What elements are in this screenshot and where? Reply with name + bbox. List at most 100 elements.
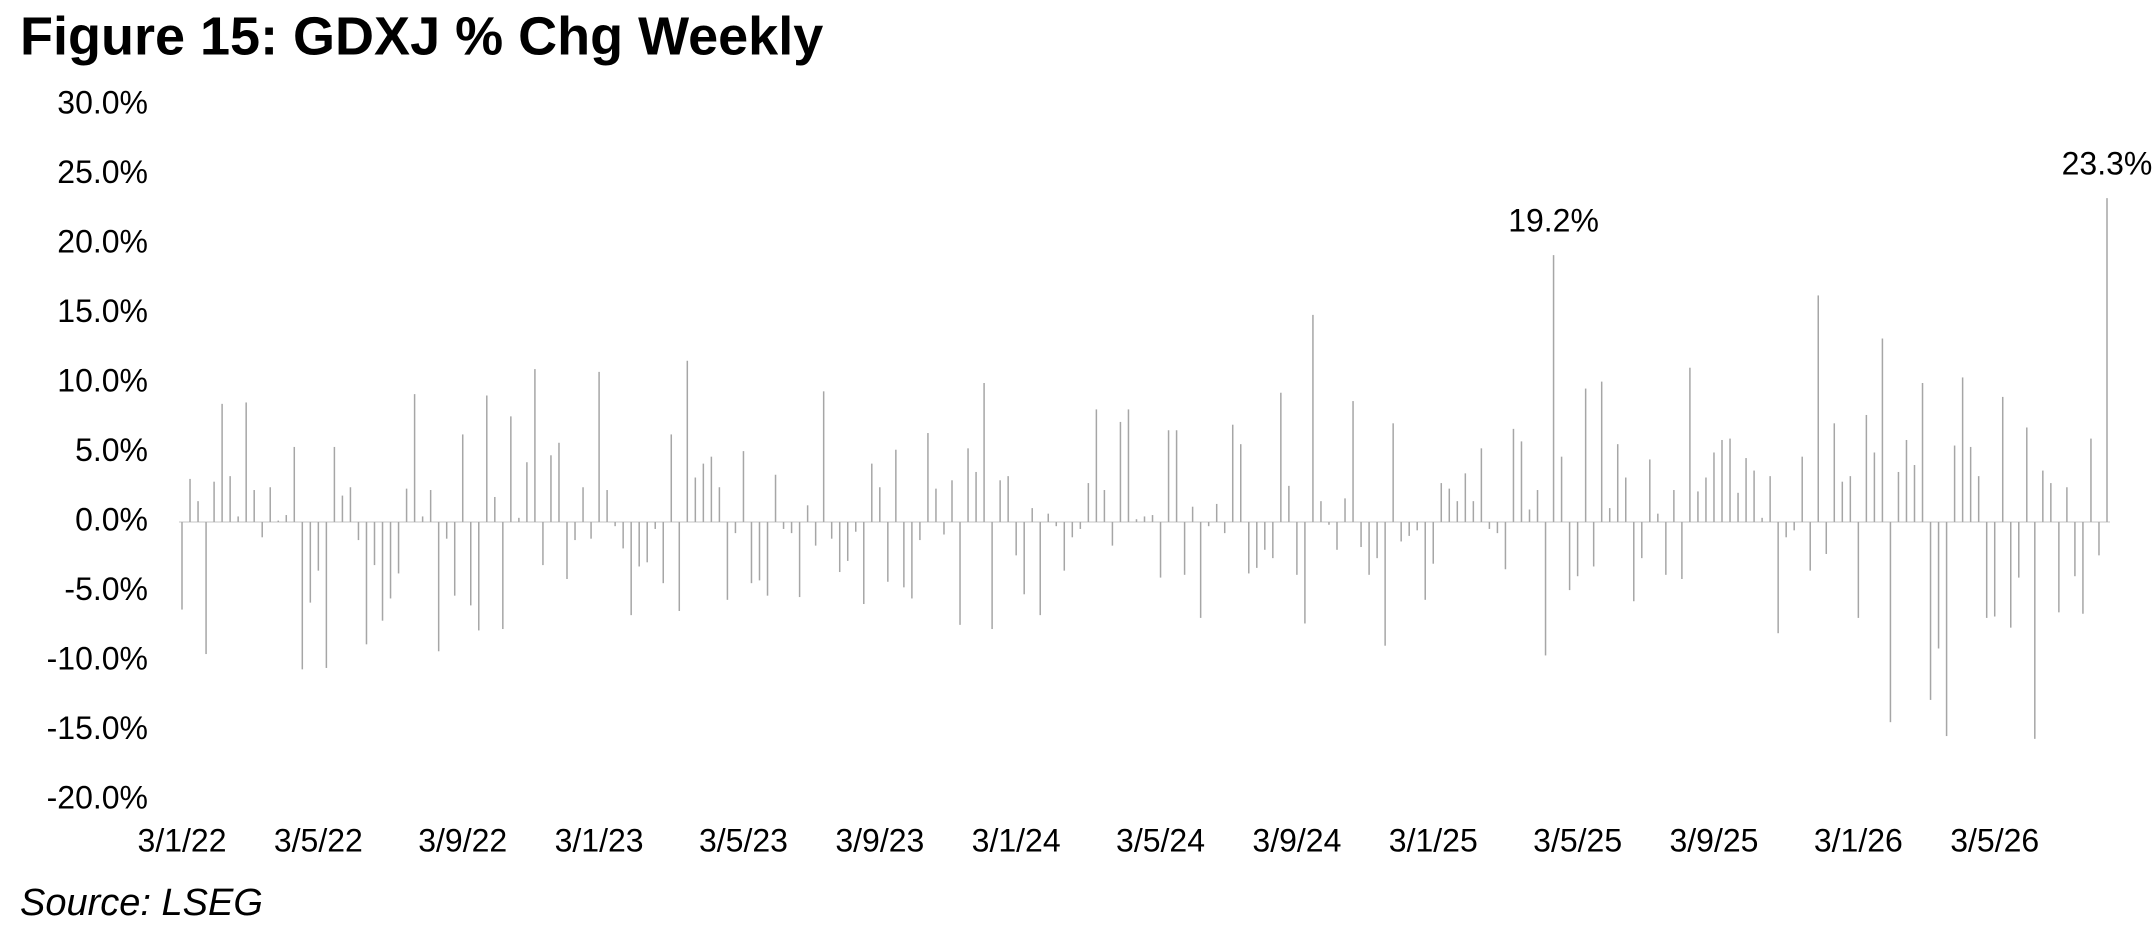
bar [1536,490,1539,522]
bar [1352,401,1354,522]
bar [437,522,440,652]
bar [261,522,263,538]
bar [357,522,360,541]
bar [1472,501,1475,522]
bar [582,487,584,522]
x-tick-label: 3/5/23 [699,822,788,858]
bar [421,516,424,522]
bar [181,522,183,610]
bar [566,522,568,579]
bar [1817,295,1819,522]
bar [814,522,817,546]
bar [237,516,239,522]
x-tick-label: 3/9/22 [418,822,507,858]
bar [534,369,536,522]
bar [951,480,953,522]
bar [397,522,400,574]
bar [846,522,849,561]
bar [702,463,705,522]
bar [1608,508,1611,522]
bar [2042,470,2044,522]
bar [1729,438,1731,522]
bar [558,442,560,522]
bar [470,522,472,606]
bar [1119,421,1122,522]
bar [1552,255,1555,522]
bar [1665,522,1667,575]
bar [1135,519,1138,522]
bar [550,455,552,522]
bar [1993,522,1996,617]
x-tick-label: 3/9/23 [835,822,924,858]
bar [1488,522,1491,529]
bar [1641,522,1643,559]
bar [309,522,312,603]
y-tick-label: 25.0% [57,154,148,190]
bar [967,448,969,522]
bar [822,391,825,522]
bar [670,434,673,522]
bar [1183,522,1186,575]
bar [1143,516,1146,522]
bar [1937,522,1940,649]
bar [229,476,231,522]
bar [598,371,600,522]
bar [1921,383,1924,522]
bar [2058,522,2060,613]
y-tick-label: 10.0% [57,362,148,398]
bar [1793,522,1795,531]
bar [1945,522,1948,737]
bar [1953,445,1956,522]
bar [879,487,881,522]
bar [1400,522,1402,542]
bar [2098,522,2100,556]
bar [373,522,376,566]
bar [453,522,456,596]
x-tick-label: 3/9/24 [1252,822,1341,858]
bar [1223,522,1226,534]
bar [365,522,368,645]
bar [1312,314,1314,522]
bar [1264,522,1266,550]
bar [1961,377,1964,522]
bar [389,522,392,599]
bar [2050,483,2052,522]
bar [975,471,977,522]
bar [943,522,945,535]
bar [2090,438,2092,522]
bar [1296,522,1298,575]
bar [1889,522,1892,723]
bar [1191,506,1194,522]
bar [1520,441,1523,522]
bar [1584,388,1587,522]
bar [686,360,689,522]
bar [734,522,737,534]
bar [1745,458,1747,522]
bar [903,522,905,588]
bar [269,487,271,522]
bar [1175,430,1178,522]
bar [2001,396,2004,522]
bar [1167,430,1170,522]
bar [1248,522,1250,574]
bar [1416,522,1418,531]
bar [1231,424,1234,522]
bar [478,522,480,631]
bar [1697,491,1699,522]
bar [782,522,785,529]
bar [1801,456,1803,522]
x-tick-label: 3/5/22 [274,822,363,858]
bar [1649,459,1651,522]
bar [1777,522,1779,634]
bar [959,522,961,625]
bar [245,402,247,522]
bar [1568,522,1571,591]
bar [590,522,592,539]
bar [1913,465,1916,522]
bar [1721,439,1723,522]
bar [205,522,207,655]
bar [445,522,448,539]
bar [726,522,729,600]
bar [830,522,833,539]
